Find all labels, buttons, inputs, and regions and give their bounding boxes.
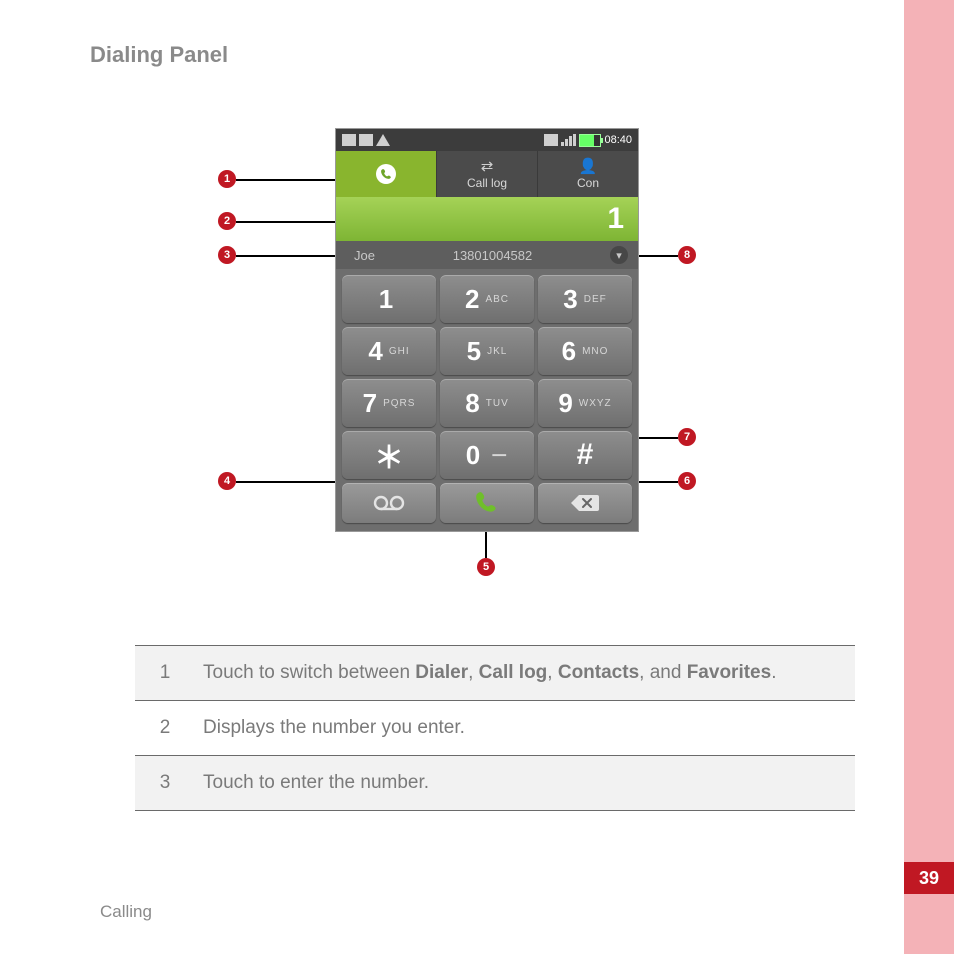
key-digit: 8 bbox=[465, 388, 479, 419]
tab-dialer[interactable] bbox=[336, 151, 436, 197]
warning-icon bbox=[376, 134, 390, 146]
key-digit: 7 bbox=[363, 388, 377, 419]
callout-badge-5: 5 bbox=[477, 558, 495, 576]
callout-badge-7: 7 bbox=[678, 428, 696, 446]
voicemail-icon bbox=[372, 494, 406, 512]
key-3[interactable]: 3 DEF bbox=[538, 275, 632, 323]
status-icon bbox=[342, 134, 356, 146]
status-bar: 08:40 bbox=[336, 129, 638, 151]
key-star[interactable]: ＊ bbox=[342, 431, 436, 479]
dialer-tabs: ⇄ Call log 👤 Con bbox=[336, 151, 638, 197]
callout-badge-3: 3 bbox=[218, 246, 236, 264]
phone-icon bbox=[376, 164, 396, 184]
footer-chapter-label: Calling bbox=[100, 902, 152, 922]
key-letters: PQRS bbox=[383, 398, 415, 409]
dial-keypad: 1 2 ABC 3 DEF 4 GHI 5 JKL 6 MNO 7 PQRS 8 TUV 9W… bbox=[336, 269, 638, 483]
table-cell-text: Touch to switch between Dialer, Call log… bbox=[195, 646, 855, 701]
callout-badge-2: 2 bbox=[218, 212, 236, 230]
table-cell-text: Displays the number you enter. bbox=[195, 701, 855, 756]
status-icons-right: 08:40 bbox=[544, 134, 632, 147]
key-letters: WXYZ bbox=[579, 398, 612, 409]
tab-label: Call log bbox=[467, 176, 507, 190]
callout-badge-8: 8 bbox=[678, 246, 696, 264]
key-digit: # bbox=[577, 438, 594, 472]
table-row: 2 Displays the number you enter. bbox=[135, 701, 855, 756]
key-1[interactable]: 1 bbox=[342, 275, 436, 323]
swap-icon: ⇄ bbox=[481, 159, 494, 174]
key-digit: 4 bbox=[368, 336, 382, 367]
table-cell-text: Touch to enter the number. bbox=[195, 756, 855, 811]
callout-badge-1: 1 bbox=[218, 170, 236, 188]
key-letters: ABC bbox=[485, 294, 509, 305]
key-letters: － bbox=[490, 442, 508, 468]
table-row: 1 Touch to switch between Dialer, Call l… bbox=[135, 646, 855, 701]
key-letters: DEF bbox=[584, 294, 607, 305]
table-row: 3 Touch to enter the number. bbox=[135, 756, 855, 811]
section-title: Dialing Panel bbox=[90, 42, 228, 68]
status-time: 08:40 bbox=[604, 134, 632, 146]
key-5[interactable]: 5 JKL bbox=[440, 327, 534, 375]
key-7[interactable]: 7 PQRS bbox=[342, 379, 436, 427]
voicemail-button[interactable] bbox=[342, 483, 436, 523]
dialer-action-row bbox=[336, 483, 638, 531]
key-digit: 3 bbox=[563, 284, 577, 315]
network-icon bbox=[544, 134, 558, 146]
page-side-strip bbox=[904, 0, 954, 954]
key-8[interactable]: 8 TUV bbox=[440, 379, 534, 427]
table-cell-index: 2 bbox=[135, 701, 195, 756]
call-button[interactable] bbox=[440, 483, 534, 523]
key-0[interactable]: 0－ bbox=[440, 431, 534, 479]
key-letters: MNO bbox=[582, 346, 608, 357]
tab-call-log[interactable]: ⇄ Call log bbox=[436, 151, 537, 197]
key-digit: 2 bbox=[465, 284, 479, 315]
backspace-icon bbox=[569, 493, 601, 513]
key-hash[interactable]: # bbox=[538, 431, 632, 479]
suggestion-number: 13801004582 bbox=[453, 248, 533, 263]
key-digit: 6 bbox=[562, 336, 576, 367]
backspace-button[interactable] bbox=[538, 483, 632, 523]
callout-description-table: 1 Touch to switch between Dialer, Call l… bbox=[135, 645, 855, 811]
key-letters: GHI bbox=[389, 346, 410, 357]
key-9[interactable]: 9 WXYZ bbox=[538, 379, 632, 427]
callout-badge-6: 6 bbox=[678, 472, 696, 490]
number-display: 1 bbox=[336, 197, 638, 241]
table-cell-index: 1 bbox=[135, 646, 195, 701]
key-letters: TUV bbox=[486, 398, 509, 409]
callout-badge-4: 4 bbox=[218, 472, 236, 490]
status-icon bbox=[359, 134, 373, 146]
table-cell-index: 3 bbox=[135, 756, 195, 811]
status-icons-left bbox=[342, 134, 390, 146]
key-2[interactable]: 2 ABC bbox=[440, 275, 534, 323]
key-digit: ＊ bbox=[374, 433, 404, 477]
signal-icon bbox=[561, 134, 576, 146]
key-digit: 0 bbox=[466, 440, 480, 471]
dialing-panel-figure: 1 2 3 4 8 7 6 5 08:40 bbox=[90, 120, 870, 610]
phone-screenshot: 08:40 ⇄ Call log 👤 Con 1 Joe 13801004582… bbox=[335, 128, 639, 532]
key-6[interactable]: 6 MNO bbox=[538, 327, 632, 375]
key-4[interactable]: 4 GHI bbox=[342, 327, 436, 375]
tab-label: Con bbox=[577, 176, 599, 190]
key-digit: 9 bbox=[558, 388, 572, 419]
suggestion-name: Joe bbox=[354, 248, 375, 263]
tab-contacts[interactable]: 👤 Con bbox=[537, 151, 638, 197]
chevron-down-icon[interactable]: ▾ bbox=[610, 246, 628, 264]
key-letters: JKL bbox=[487, 346, 507, 357]
battery-icon bbox=[579, 134, 601, 147]
phone-icon bbox=[474, 490, 500, 516]
suggestion-row[interactable]: Joe 13801004582 ▾ bbox=[336, 241, 638, 269]
person-icon: 👤 bbox=[579, 159, 598, 174]
page-number-badge: 39 bbox=[904, 862, 954, 894]
key-digit: 5 bbox=[467, 336, 481, 367]
key-digit: 1 bbox=[379, 284, 393, 315]
